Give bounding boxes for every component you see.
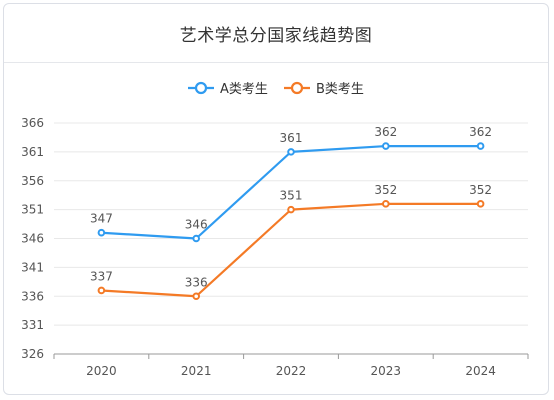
- data-label: 337: [90, 269, 113, 283]
- series-line-b: [101, 202, 481, 298]
- data-point: [476, 142, 485, 150]
- data-label: 352: [469, 183, 492, 197]
- data-label: 351: [280, 189, 303, 203]
- data-label: 362: [469, 125, 492, 139]
- legend-label-b: B类考生: [316, 82, 364, 97]
- data-point: [287, 205, 295, 214]
- y-tick-label: 366: [21, 116, 44, 130]
- y-tick-label: 336: [21, 289, 44, 303]
- y-tick-label: 346: [21, 232, 44, 246]
- data-point: [192, 234, 200, 243]
- y-tick-label: 361: [21, 145, 44, 159]
- data-label: 347: [90, 212, 113, 226]
- legend-marker: [194, 81, 208, 95]
- data-label: 361: [280, 131, 303, 145]
- x-tick-label: 2020: [86, 364, 117, 378]
- data-point: [382, 200, 390, 208]
- data-label: 336: [185, 275, 208, 289]
- chart-title: 艺术学总分国家线趋势图: [179, 25, 373, 46]
- x-tick-label: 2022: [276, 364, 307, 378]
- data-label: 346: [185, 218, 208, 232]
- data-point: [287, 148, 295, 156]
- data-point: [192, 292, 200, 301]
- data-label: 352: [374, 183, 397, 197]
- chart-header: 艺术学总分国家线趋势图: [4, 4, 548, 63]
- data-point: [97, 228, 106, 237]
- x-tick-label: 2021: [181, 364, 212, 378]
- x-tick-label: 2024: [465, 364, 496, 378]
- data-point: [476, 200, 485, 208]
- data-point: [382, 142, 390, 150]
- data-point: [97, 286, 106, 295]
- y-tick-label: 326: [21, 347, 44, 361]
- legend-label-a: A类考生: [220, 82, 268, 97]
- y-tick-label: 341: [21, 260, 44, 274]
- y-tick-label: 331: [21, 318, 44, 332]
- data-label: 362: [374, 125, 397, 139]
- chart-card: 艺术学总分国家线趋势图: [3, 3, 549, 395]
- y-tick-label: 351: [21, 203, 44, 217]
- legend-marker: [290, 81, 304, 95]
- x-tick-label: 2023: [371, 364, 402, 378]
- y-tick-label: 356: [21, 174, 44, 188]
